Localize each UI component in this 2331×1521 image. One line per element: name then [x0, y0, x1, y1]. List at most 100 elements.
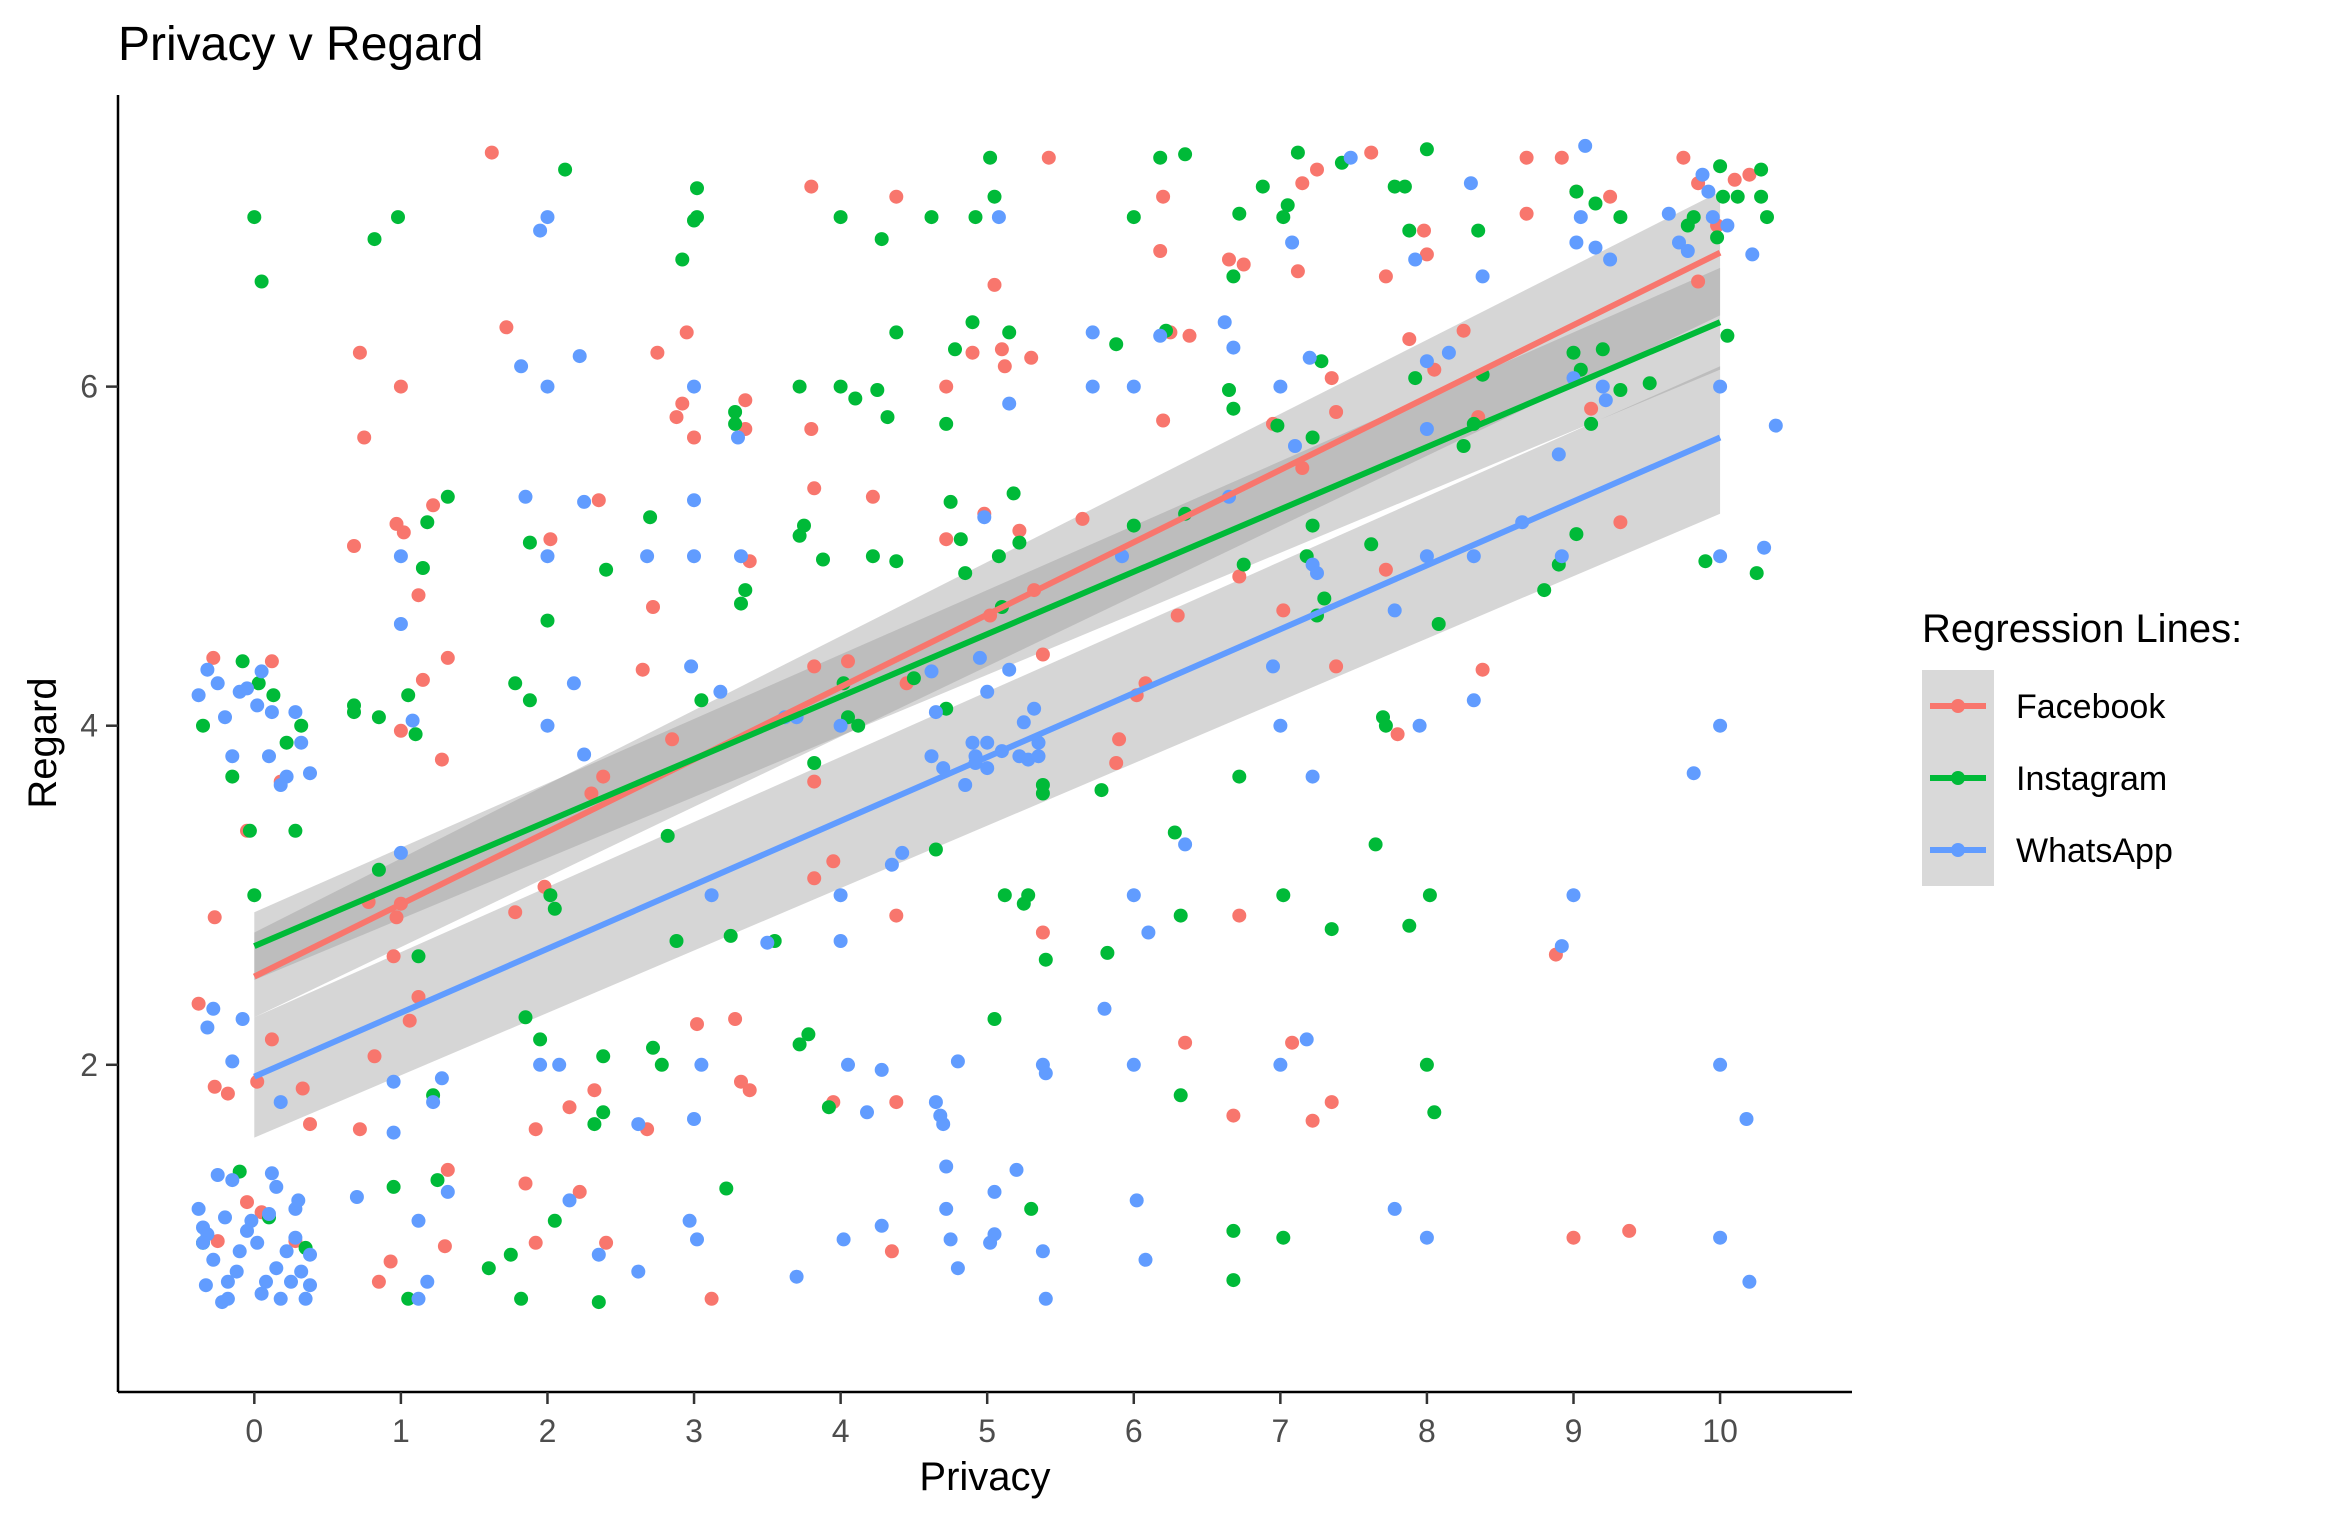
instagram-point [958, 566, 973, 581]
instagram-point [889, 554, 904, 569]
instagram-point [997, 888, 1012, 903]
instagram-point [1613, 383, 1628, 397]
instagram-point [1317, 591, 1332, 606]
whatsapp-point [1757, 540, 1772, 555]
whatsapp-point [294, 1264, 309, 1279]
instagram-point [870, 383, 885, 397]
whatsapp-point [303, 1247, 317, 1262]
facebook-point [440, 1162, 455, 1177]
instagram-point [1324, 922, 1339, 937]
instagram-point [1710, 230, 1725, 245]
whatsapp-point [977, 510, 992, 525]
facebook-point [804, 179, 819, 194]
facebook-point [347, 539, 361, 553]
instagram-point [1021, 888, 1036, 903]
facebook-point [807, 481, 822, 496]
whatsapp-point [1299, 1032, 1314, 1047]
whatsapp-point [225, 1054, 240, 1069]
facebook-point [884, 1244, 899, 1259]
instagram-point [1749, 566, 1764, 581]
instagram-point [1173, 908, 1188, 923]
facebook-point [1075, 511, 1090, 526]
instagram-point [792, 1037, 807, 1052]
instagram-point [1276, 1230, 1291, 1245]
whatsapp-point [288, 705, 303, 720]
whatsapp-point [1126, 888, 1141, 903]
instagram-point [503, 1247, 518, 1262]
instagram-point [347, 698, 361, 713]
instagram-point [851, 718, 866, 733]
facebook-point [1285, 1035, 1300, 1050]
instagram-point [225, 769, 240, 784]
facebook-point [599, 1235, 614, 1250]
facebook-regression-line [252, 249, 1722, 980]
facebook-point [965, 345, 980, 360]
whatsapp-point [987, 1184, 1002, 1199]
whatsapp-point [279, 1244, 294, 1259]
whatsapp-point [426, 1095, 441, 1110]
instagram-point [1686, 210, 1701, 225]
whatsapp-point [980, 761, 995, 776]
whatsapp-point [540, 210, 555, 225]
instagram-point [1305, 430, 1320, 445]
legend-key-whatsapp-point [1951, 843, 1965, 857]
whatsapp-point [1288, 439, 1302, 453]
whatsapp-point [259, 1274, 273, 1289]
instagram-point [889, 325, 904, 340]
instagram-point [1232, 206, 1247, 221]
whatsapp-point [690, 1232, 704, 1247]
instagram-point [411, 949, 426, 964]
facebook-point [704, 1291, 719, 1306]
whatsapp-point [210, 676, 225, 691]
instagram-point [558, 162, 573, 177]
whatsapp-point [789, 1269, 804, 1284]
instagram-point [294, 718, 309, 733]
x-tick-label: 1 [392, 1413, 410, 1449]
instagram-point [522, 693, 537, 708]
whatsapp-point [514, 359, 529, 374]
facebook-point [383, 1254, 398, 1269]
instagram-point [1376, 710, 1390, 725]
facebook-point [1295, 176, 1310, 191]
whatsapp-point [1551, 447, 1566, 462]
whatsapp-point [884, 857, 899, 872]
instagram-point [599, 562, 614, 577]
instagram-point [1754, 189, 1769, 204]
x-tick-label: 6 [1125, 1413, 1143, 1449]
whatsapp-point [440, 1184, 455, 1199]
instagram-point [1595, 342, 1610, 357]
facebook-point [591, 493, 606, 508]
facebook-point [499, 320, 514, 335]
facebook-point [1182, 328, 1197, 343]
whatsapp-point [1226, 340, 1241, 355]
facebook-point [437, 1239, 452, 1254]
instagram-point [1368, 837, 1383, 852]
instagram-point [279, 735, 294, 750]
whatsapp-point [232, 1244, 247, 1259]
whatsapp-point [572, 349, 587, 364]
instagram-point [1305, 518, 1320, 533]
whatsapp-point [1031, 749, 1046, 764]
whatsapp-point [1273, 718, 1288, 733]
whatsapp-point [262, 1207, 276, 1221]
instagram-point [386, 1179, 401, 1194]
instagram-point [848, 391, 863, 406]
whatsapp-point [1595, 379, 1610, 394]
instagram-point [821, 1100, 836, 1115]
facebook-point [1153, 244, 1168, 258]
whatsapp-point [1705, 210, 1720, 225]
whatsapp-point [198, 1278, 213, 1293]
instagram-point [1720, 328, 1735, 343]
instagram-point [1427, 1105, 1442, 1120]
whatsapp-point [640, 549, 655, 564]
whatsapp-point [206, 1001, 221, 1016]
facebook-point [1236, 257, 1251, 272]
data-points [191, 138, 1783, 1310]
whatsapp-point [1713, 379, 1728, 394]
whatsapp-point [1720, 218, 1735, 233]
instagram-point [1754, 162, 1769, 177]
facebook-point [393, 723, 408, 738]
whatsapp-point [860, 1105, 874, 1120]
facebook-point [1324, 1095, 1339, 1110]
facebook-point [386, 949, 401, 964]
